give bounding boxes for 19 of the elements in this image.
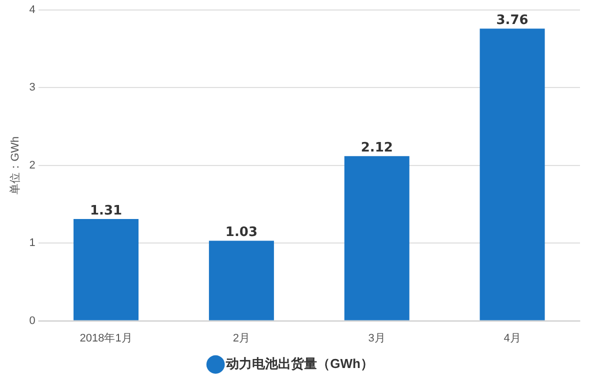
y-axis-title: 单位：GWh	[8, 136, 22, 194]
y-tick-label: 0	[29, 314, 36, 327]
y-tick-label: 2	[29, 159, 36, 172]
y-tick-label: 4	[29, 4, 36, 16]
x-tick-label: 2018年1月	[80, 332, 132, 344]
legend-label: 动力电池出货量（GWh）	[225, 356, 374, 372]
data-label: 1.31	[90, 203, 122, 218]
y-tick-label: 3	[29, 82, 36, 94]
data-label: 2.12	[360, 140, 393, 156]
bar	[480, 28, 545, 320]
bar	[74, 219, 139, 320]
bar	[344, 156, 410, 320]
x-tick-label: 2月	[232, 332, 250, 344]
data-label: 3.76	[496, 13, 528, 28]
y-tick-label: 1	[29, 237, 36, 250]
x-tick-label: 4月	[504, 332, 521, 344]
x-tick-label: 3月	[368, 332, 386, 344]
bar	[208, 240, 274, 320]
data-label: 1.03	[225, 225, 258, 240]
